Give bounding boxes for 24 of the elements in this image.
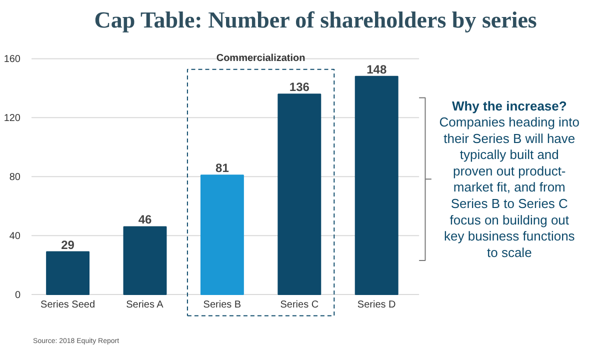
bar bbox=[200, 174, 244, 296]
bar bbox=[278, 94, 322, 296]
data-label: 136 bbox=[289, 80, 310, 94]
x-tick-label: Series B bbox=[203, 300, 242, 311]
y-tick-label: 160 bbox=[4, 54, 21, 66]
bar bbox=[354, 76, 398, 296]
data-label: 46 bbox=[138, 212, 152, 227]
bar bbox=[123, 226, 167, 296]
text: Companies heading into their Series B will have typically built and proven out product-market fit, and from Series B to Series C focus on building out key business functions to scale bbox=[439, 114, 580, 260]
y-tick-label: 120 bbox=[4, 113, 21, 124]
bar bbox=[46, 251, 90, 296]
chart-title: Cap Table: Number of shareholders by series bbox=[94, 8, 537, 32]
data-label: 29 bbox=[61, 238, 75, 252]
data-label: 81 bbox=[216, 161, 230, 176]
y-tick-label: 0 bbox=[14, 290, 21, 302]
annotation: Commercialization bbox=[216, 53, 306, 64]
x-tick-label: Series C bbox=[280, 300, 319, 311]
x-tick-label: Series A bbox=[126, 300, 164, 311]
text: Why the increase? bbox=[452, 98, 567, 114]
data-label: 148 bbox=[366, 62, 387, 76]
x-tick-label: Series D bbox=[357, 300, 396, 311]
x-tick-label: Series Seed bbox=[40, 300, 96, 311]
y-tick-label: 40 bbox=[9, 231, 21, 242]
y-tick-label: 80 bbox=[9, 172, 21, 184]
